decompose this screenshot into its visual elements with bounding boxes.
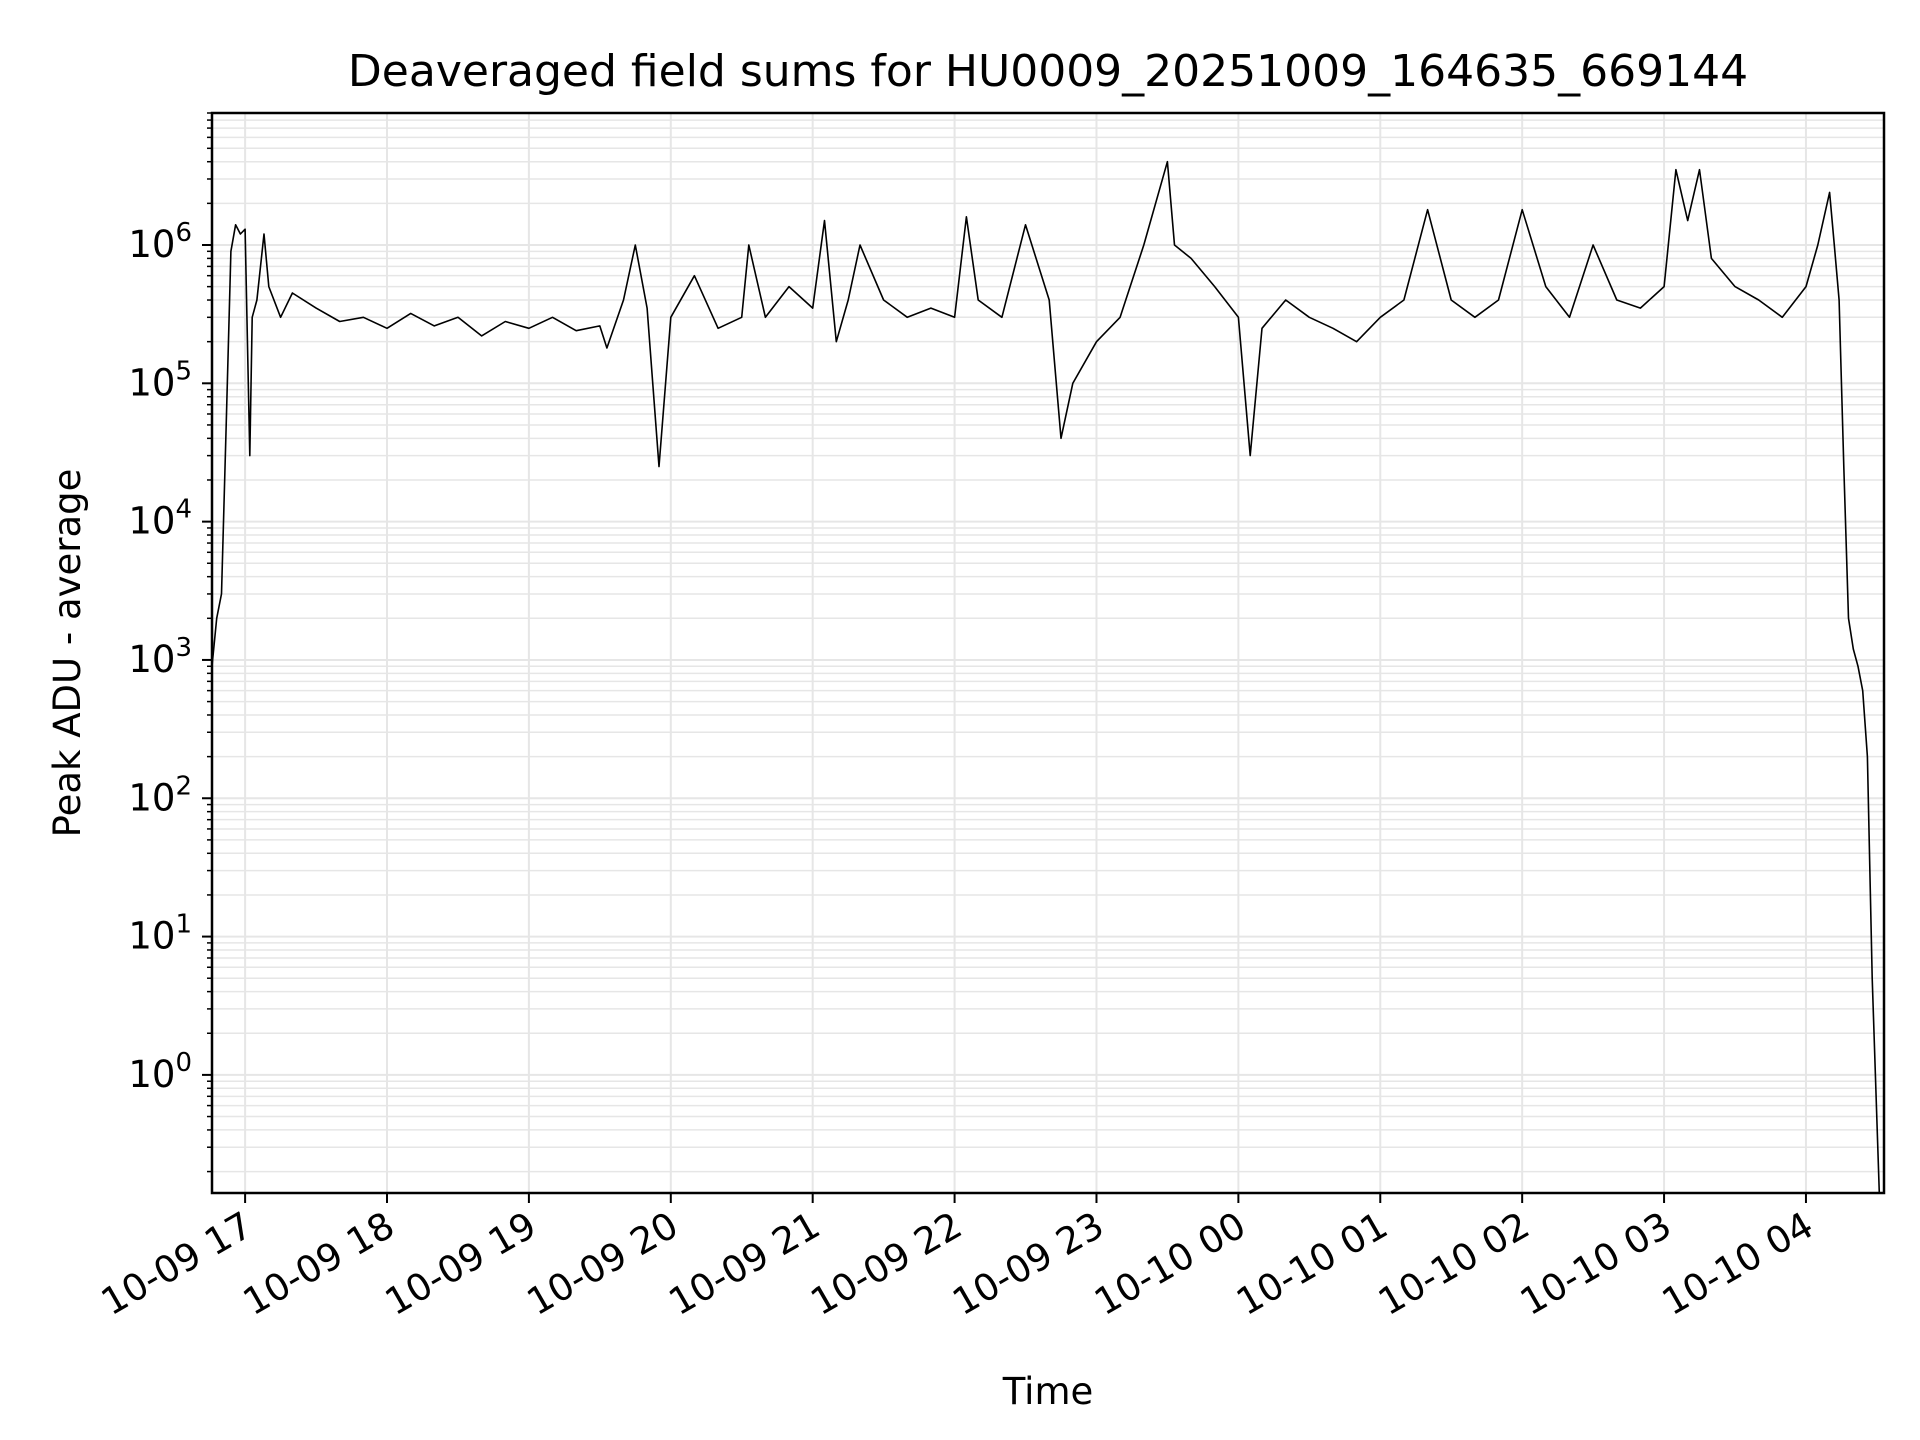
y-tick-label: 105 (128, 356, 192, 404)
grid-layer (212, 112, 1884, 1193)
y-tick-label: 101 (128, 910, 192, 958)
y-tick-label: 103 (128, 633, 192, 681)
y-tick-label: 104 (128, 495, 192, 543)
x-axis-label: Time (1002, 1370, 1094, 1413)
plot-frame (210, 111, 1886, 1195)
y-tick-label: 102 (128, 771, 192, 819)
chart-title: Deaveraged field sums for HU0009_2025100… (348, 46, 1748, 97)
series-layer (211, 160, 1881, 1194)
y-tick-label: 100 (128, 1048, 192, 1096)
y-tick-label: 106 (128, 218, 192, 266)
y-axis-label: Peak ADU - average (46, 469, 89, 838)
series-line (211, 160, 1881, 1194)
